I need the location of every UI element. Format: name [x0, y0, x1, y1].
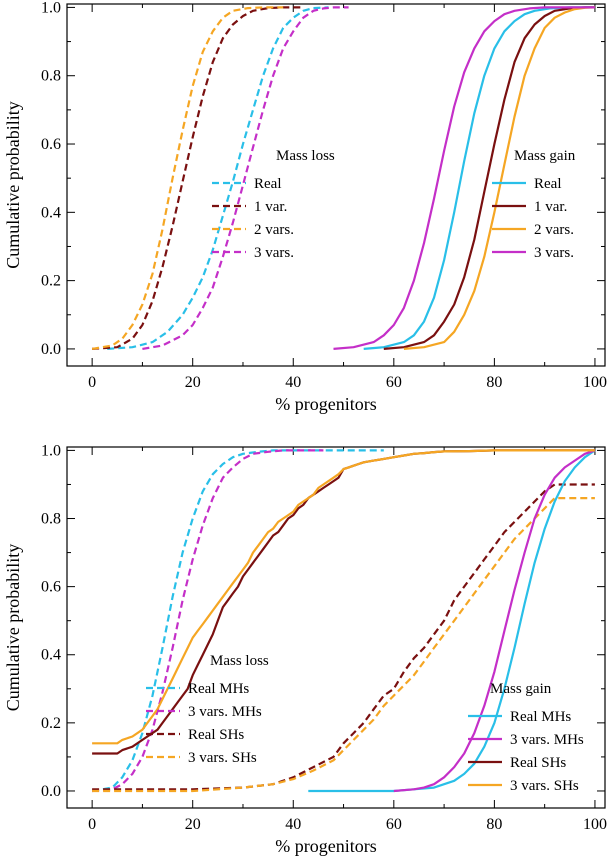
legend-entry: 1 var. [534, 199, 567, 215]
series-line-gain-3-vars-shs [92, 449, 595, 745]
y-tick-label: 1.0 [41, 0, 61, 16]
y-tick-label: 0.4 [41, 647, 61, 664]
y-axis-label: Cumulative probability [3, 544, 23, 711]
series-line-gain-real [363, 6, 595, 350]
legend-entry: 3 vars. MHs [188, 704, 262, 720]
series-line-gain-1-var [383, 6, 595, 350]
x-axis-label: % progenitors [275, 394, 376, 414]
y-tick-label: 0.0 [41, 783, 61, 800]
y-tick-label: 0.6 [41, 579, 61, 596]
x-tick-label: 0 [88, 374, 96, 391]
series-line-loss-3-vars [142, 6, 349, 350]
x-tick-label: 100 [583, 816, 607, 833]
legend-entry: 3 vars. [254, 245, 294, 261]
series-line-loss-3-vars-mhs [92, 449, 324, 793]
y-tick-label: 0.6 [41, 136, 61, 153]
series-line-gain-real-mhs [308, 449, 596, 793]
legend-title: Mass loss [210, 653, 269, 669]
series-line-loss-real [107, 6, 329, 350]
legend-entry: Real MHs [510, 709, 571, 725]
legend-entry: 2 vars. [254, 222, 294, 238]
legend-title: Mass loss [276, 148, 335, 164]
x-tick-label: 40 [285, 374, 301, 391]
legend-entry: 3 vars. [534, 245, 574, 261]
series-line-gain-3-vars [333, 6, 595, 350]
legend-entry: Real SHs [510, 755, 566, 771]
plot-frame [66, 3, 606, 367]
plot-frame [66, 446, 606, 809]
legend-entry: Real SHs [188, 727, 244, 743]
series-line-gain-2-vars [403, 6, 595, 350]
legend-entry: 3 vars. MHs [510, 732, 584, 748]
x-tick-label: 100 [583, 374, 607, 391]
series-line-loss-3-vars-shs [92, 497, 595, 793]
series-line-loss-1-var [92, 6, 304, 350]
series-line-gain-3-vars-mhs [393, 449, 596, 793]
x-tick-label: 60 [386, 374, 402, 391]
y-tick-label: 0.0 [41, 341, 61, 358]
x-tick-label: 20 [185, 374, 201, 391]
y-tick-label: 0.4 [41, 204, 61, 221]
y-tick-label: 0.2 [41, 715, 61, 732]
legend-entry: Real [534, 176, 562, 192]
x-tick-label: 40 [285, 816, 301, 833]
x-axis-label: % progenitors [275, 836, 376, 856]
y-tick-label: 0.8 [41, 511, 61, 528]
legend-entry: Real MHs [188, 681, 249, 697]
y-tick-label: 0.2 [41, 273, 61, 290]
legend-title: Mass gain [490, 681, 552, 697]
top-panel: 0.0 0.2 0.4 0.6 0.8 1.0 0 20 40 60 80 100 % progenit… [3, 0, 607, 414]
x-tick-label: 20 [185, 816, 201, 833]
x-tick-label: 0 [88, 816, 96, 833]
y-tick-label: 1.0 [41, 442, 61, 459]
x-tick-label: 80 [486, 816, 502, 833]
legend-entry: 3 vars. SHs [510, 778, 579, 794]
x-tick-label: 60 [386, 816, 402, 833]
y-axis-label: Cumulative probability [3, 101, 23, 268]
x-tick-label: 80 [486, 374, 502, 391]
legend-entry: 3 vars. SHs [188, 750, 257, 766]
legend-entry: 2 vars. [534, 222, 574, 238]
legend-entry: Real [254, 176, 282, 192]
y-tick-label: 0.8 [41, 68, 61, 85]
series-line-loss-real-mhs [91, 449, 384, 793]
series-line-loss-2-vars [91, 6, 284, 350]
bottom-panel: 0.0 0.2 0.4 0.6 0.8 1.0 0 20 40 60 80 100 % progenit… [3, 442, 607, 856]
legend-title: Mass gain [514, 148, 576, 164]
legend-entry: 1 var. [254, 199, 287, 215]
